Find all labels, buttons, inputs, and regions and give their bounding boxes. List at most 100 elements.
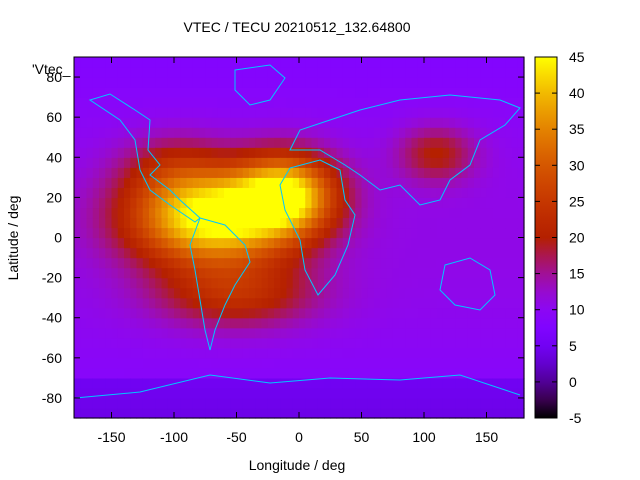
heatmap-cell: [517, 287, 525, 299]
heatmap-cell: [167, 257, 175, 269]
heatmap-cell: [86, 197, 94, 209]
heatmap-cell: [161, 97, 169, 108]
heatmap-cell: [367, 317, 375, 329]
heatmap-cell: [80, 187, 88, 198]
heatmap-cell: [199, 117, 206, 128]
heatmap-cell: [486, 327, 494, 339]
heatmap-cell: [355, 257, 363, 269]
heatmap-cell: [349, 247, 356, 259]
heatmap-cell: [367, 377, 375, 389]
heatmap-cell: [86, 97, 94, 108]
heatmap-cell: [455, 277, 463, 289]
heatmap-cell: [211, 197, 219, 209]
heatmap-cell: [361, 327, 369, 339]
heatmap-cell: [92, 107, 100, 118]
heatmap-cell: [280, 207, 288, 219]
x-tick-label: 100: [412, 429, 436, 445]
heatmap-cell: [242, 157, 250, 168]
heatmap-cell: [474, 127, 481, 138]
heatmap-cell: [317, 317, 325, 329]
heatmap-cell: [230, 247, 238, 259]
heatmap-cell: [499, 277, 506, 289]
heatmap-cell: [180, 337, 188, 349]
heatmap-cell: [261, 187, 269, 198]
heatmap-cell: [467, 337, 475, 349]
heatmap-cell: [230, 157, 238, 168]
heatmap-cell: [392, 327, 400, 339]
heatmap-cell: [205, 287, 213, 299]
heatmap-cell: [380, 87, 388, 98]
heatmap-cell: [242, 137, 250, 148]
heatmap-cell: [186, 327, 194, 339]
heatmap-cell: [492, 387, 500, 399]
heatmap-cell: [417, 177, 425, 188]
heatmap-cell: [317, 57, 325, 68]
heatmap-cell: [261, 57, 269, 68]
heatmap-cell: [399, 217, 406, 229]
heatmap-cell: [136, 197, 144, 209]
heatmap-cell: [486, 147, 494, 158]
heatmap-cell: [317, 257, 325, 269]
heatmap-cell: [511, 217, 519, 229]
colorbar-tick-label: 5: [569, 338, 577, 354]
heatmap-cell: [455, 187, 463, 198]
heatmap-cell: [461, 317, 469, 329]
heatmap-cell: [417, 347, 425, 359]
heatmap-cell: [217, 357, 225, 369]
heatmap-cell: [311, 357, 319, 369]
heatmap-cell: [380, 167, 388, 178]
heatmap-cell: [161, 197, 169, 209]
heatmap-cell: [330, 187, 338, 198]
heatmap-cell: [199, 237, 206, 249]
heatmap-cell: [255, 167, 263, 178]
heatmap-cell: [324, 267, 331, 279]
heatmap-cell: [317, 227, 325, 239]
heatmap-cell: [217, 67, 225, 78]
heatmap-cell: [155, 377, 163, 389]
heatmap-cell: [455, 297, 463, 309]
heatmap-cell: [136, 87, 144, 98]
heatmap-cell: [217, 217, 225, 229]
heatmap-cell: [199, 107, 206, 118]
heatmap-cell: [311, 327, 319, 339]
heatmap-cell: [317, 377, 325, 389]
heatmap-cell: [305, 177, 313, 188]
heatmap-cell: [511, 117, 519, 128]
heatmap-cell: [224, 327, 231, 339]
heatmap-cell: [392, 367, 400, 379]
heatmap-cell: [311, 277, 319, 289]
heatmap-cell: [349, 217, 356, 229]
heatmap-cell: [230, 187, 238, 198]
heatmap-cell: [305, 227, 313, 239]
heatmap-cell: [274, 187, 281, 198]
heatmap-cell: [205, 127, 213, 138]
heatmap-cell: [149, 407, 156, 419]
heatmap-cell: [292, 407, 300, 419]
heatmap-cell: [505, 227, 513, 239]
heatmap-cell: [286, 227, 294, 239]
heatmap-cell: [467, 377, 475, 389]
heatmap-cell: [249, 77, 256, 88]
heatmap-cell: [86, 267, 94, 279]
heatmap-cell: [186, 307, 194, 319]
heatmap-cell: [261, 177, 269, 188]
heatmap-cell: [474, 117, 481, 128]
heatmap-cell: [486, 187, 494, 198]
heatmap-cell: [205, 347, 213, 359]
heatmap-cell: [192, 327, 200, 339]
heatmap-cell: [249, 177, 256, 188]
heatmap-cell: [305, 107, 313, 118]
heatmap-cell: [211, 307, 219, 319]
heatmap-cell: [249, 397, 256, 409]
heatmap-cell: [430, 77, 438, 88]
heatmap-cell: [192, 137, 200, 148]
heatmap-cell: [267, 237, 275, 249]
heatmap-cell: [192, 127, 200, 138]
heatmap-cell: [342, 107, 350, 118]
heatmap-cell: [299, 337, 306, 349]
heatmap-cell: [405, 377, 413, 389]
heatmap-cell: [117, 137, 125, 148]
heatmap-cell: [180, 297, 188, 309]
heatmap-cell: [455, 87, 463, 98]
heatmap-cell: [461, 97, 469, 108]
